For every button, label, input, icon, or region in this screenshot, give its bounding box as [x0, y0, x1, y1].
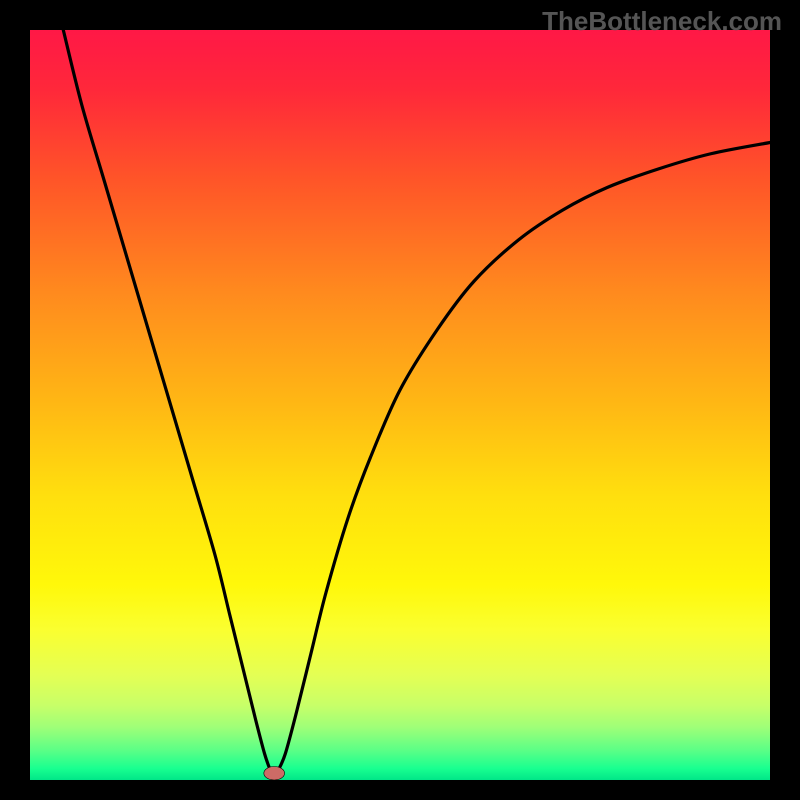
chart-svg: [0, 0, 800, 800]
optimum-marker: [264, 767, 285, 781]
chart-canvas: TheBottleneck.com: [0, 0, 800, 800]
watermark-text: TheBottleneck.com: [542, 6, 782, 37]
plot-background: [30, 30, 770, 780]
